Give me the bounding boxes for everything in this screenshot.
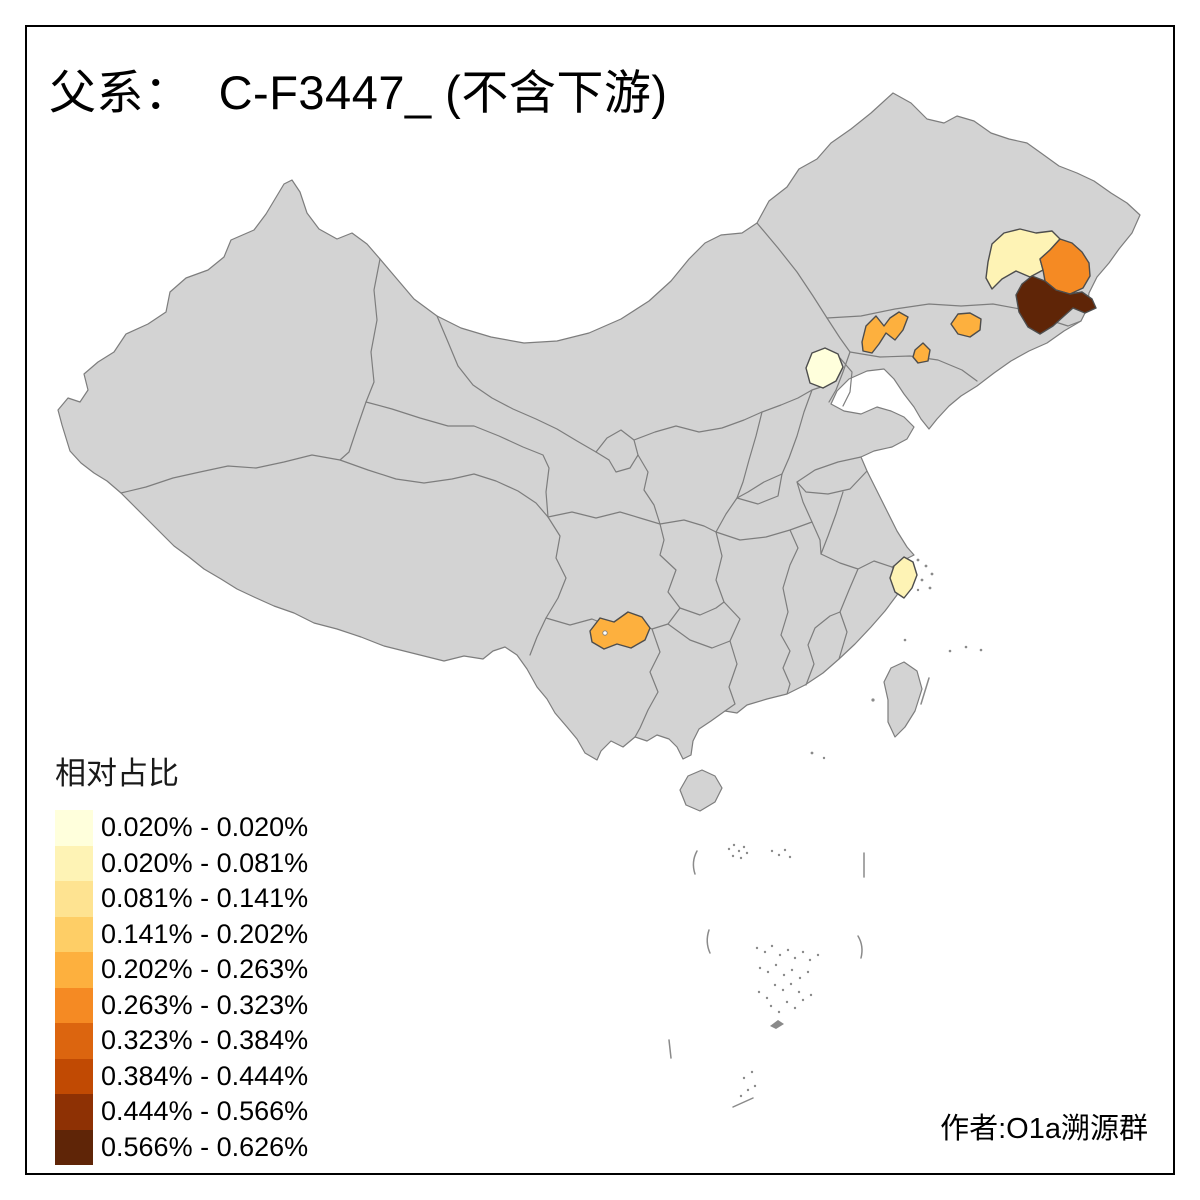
legend-swatch: [55, 1129, 93, 1165]
legend-swatch: [55, 1094, 93, 1130]
legend-swatch: [55, 881, 93, 917]
legend-row: 0.384% - 0.444%: [55, 1058, 309, 1094]
legend-row: 0.141% - 0.202%: [55, 916, 309, 952]
legend-swatch: [55, 952, 93, 988]
legend-row: 0.263% - 0.323%: [55, 987, 309, 1023]
small-islets: [668, 558, 983, 1108]
legend-title: 相对占比: [55, 756, 179, 791]
legend-label: 0.323% - 0.384%: [101, 1025, 309, 1056]
legend: 相对占比 0.020% - 0.020% 0.020% - 0.081% 0.0…: [55, 748, 308, 1165]
legend-row: 0.323% - 0.384%: [55, 1023, 308, 1059]
region-northeast-dark: [1015, 275, 1097, 335]
legend-row: 0.202% - 0.263%: [55, 952, 308, 988]
legend-label: 0.263% - 0.323%: [101, 989, 309, 1020]
region-jilin-orange: [950, 312, 982, 338]
region-liaoning-west-orange: [861, 311, 909, 354]
region-liaoning-south-orange: [912, 342, 931, 364]
legend-swatch: [55, 1058, 93, 1094]
legend-row: 0.081% - 0.141%: [55, 881, 308, 917]
legend-row: 0.020% - 0.081%: [55, 845, 309, 881]
legend-label: 0.020% - 0.020%: [101, 812, 309, 843]
legend-label: 0.020% - 0.081%: [101, 847, 309, 878]
legend-label: 0.566% - 0.626%: [101, 1131, 309, 1162]
legend-row: 0.020% - 0.020%: [55, 810, 308, 846]
islet-dash-line: [920, 677, 930, 705]
legend-swatch: [55, 810, 93, 846]
legend-rows: 0.020% - 0.020% 0.020% - 0.081% 0.081% -…: [55, 810, 308, 1165]
attribution: 作者:O1a溯源群: [940, 1113, 1148, 1145]
hainan-island: [679, 769, 723, 812]
islands: [679, 661, 923, 812]
legend-row: 0.444% - 0.566%: [55, 1094, 308, 1130]
lake-hole: [602, 630, 608, 636]
page-title: 父系： C-F3447_ (不含下游): [49, 66, 668, 119]
legend-label: 0.202% - 0.263%: [101, 954, 309, 985]
china-mainland: [57, 92, 1141, 761]
legend-swatch: [55, 987, 93, 1023]
legend-swatch: [55, 845, 93, 881]
region-east-coast-pale: [889, 556, 918, 599]
region-beijing-pale: [805, 347, 844, 389]
legend-label: 0.384% - 0.444%: [101, 1060, 309, 1091]
legend-label: 0.444% - 0.566%: [101, 1096, 309, 1127]
region-southwest-orange: [589, 611, 651, 650]
legend-label: 0.141% - 0.202%: [101, 918, 309, 949]
legend-row: 0.566% - 0.626%: [55, 1129, 309, 1165]
legend-swatch: [55, 916, 93, 952]
legend-swatch: [55, 1023, 93, 1059]
taiwan-island: [883, 661, 923, 738]
legend-label: 0.081% - 0.141%: [101, 883, 309, 914]
choropleth-regions: [589, 228, 1097, 650]
